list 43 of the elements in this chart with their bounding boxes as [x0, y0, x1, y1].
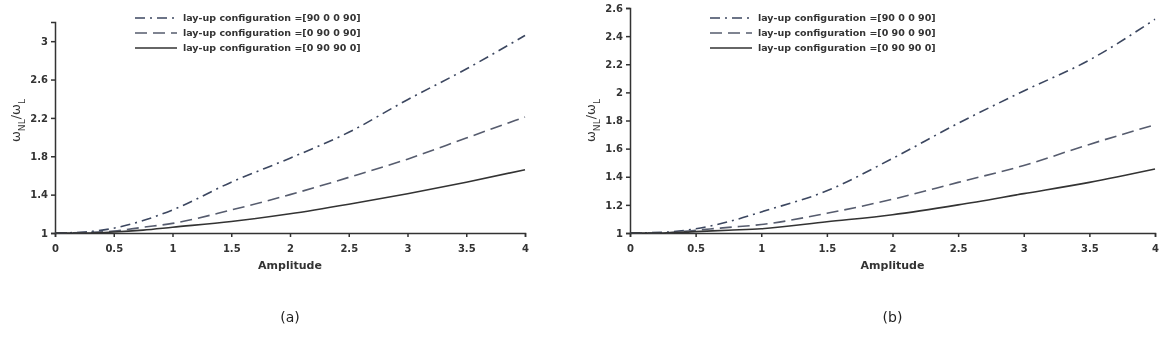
x-tick-label: 2.5 [340, 243, 359, 254]
legend-label: lay-up configuration =[0 90 0 90] [758, 27, 936, 39]
x-tick-label: 4 [522, 243, 530, 254]
x-tick-label: 2 [287, 243, 295, 254]
x-tick-label: 1 [758, 243, 766, 254]
y-tick-label: 2.6 [30, 74, 49, 86]
x-tick-label: 2.5 [949, 243, 968, 254]
legend-label: lay-up configuration =[90 0 0 90] [183, 12, 361, 24]
x-tick-label: 2 [889, 243, 897, 254]
y-tick-label: 2.6 [605, 2, 624, 14]
y-tick-label: 1.2 [605, 199, 624, 211]
x-tick-label: 1.5 [222, 243, 241, 254]
x-tick-label: 0.5 [687, 243, 706, 254]
y-tick-label: 2.2 [30, 112, 49, 124]
x-axis-title: Amplitude [860, 259, 925, 272]
y-tick-label: 1.4 [30, 189, 49, 201]
y-tick-label: 1.8 [605, 115, 624, 127]
text: (b) [882, 309, 903, 325]
y-tick-label: 2.4 [605, 30, 624, 42]
y-tick-label: 2.2 [605, 58, 624, 70]
x-tick-label: 0.5 [105, 243, 124, 254]
x-tick-label: 4 [1152, 243, 1160, 254]
x-tick-label: 1.5 [818, 243, 837, 254]
x-tick-label: 3 [404, 243, 412, 254]
legend-label: lay-up configuration =[0 90 90 0] [183, 42, 361, 54]
y-tick-label: 3 [41, 35, 49, 47]
y-tick-label: 1.4 [605, 171, 624, 183]
legend-label: lay-up configuration =[0 90 0 90] [183, 27, 361, 39]
x-tick-label: 0 [627, 243, 635, 254]
y-tick-label: 1.6 [605, 143, 624, 155]
x-tick-label: 0 [52, 243, 60, 254]
x-axis-title: Amplitude [258, 259, 322, 272]
x-tick-label: 3.5 [1081, 243, 1099, 254]
x-tick-label: 3.5 [457, 243, 476, 254]
x-tick-label: 3 [1020, 243, 1028, 254]
legend-label: lay-up configuration =[90 0 0 90] [758, 12, 936, 24]
y-tick-label: 1.8 [30, 150, 49, 162]
y-tick-label: 1 [616, 227, 624, 239]
x-tick-label: 1 [169, 243, 177, 254]
y-tick-label: 2 [616, 87, 624, 99]
text: (a) [280, 309, 300, 325]
y-tick-label: 1 [41, 227, 49, 239]
legend-label: lay-up configuration =[0 90 90 0] [758, 42, 936, 54]
